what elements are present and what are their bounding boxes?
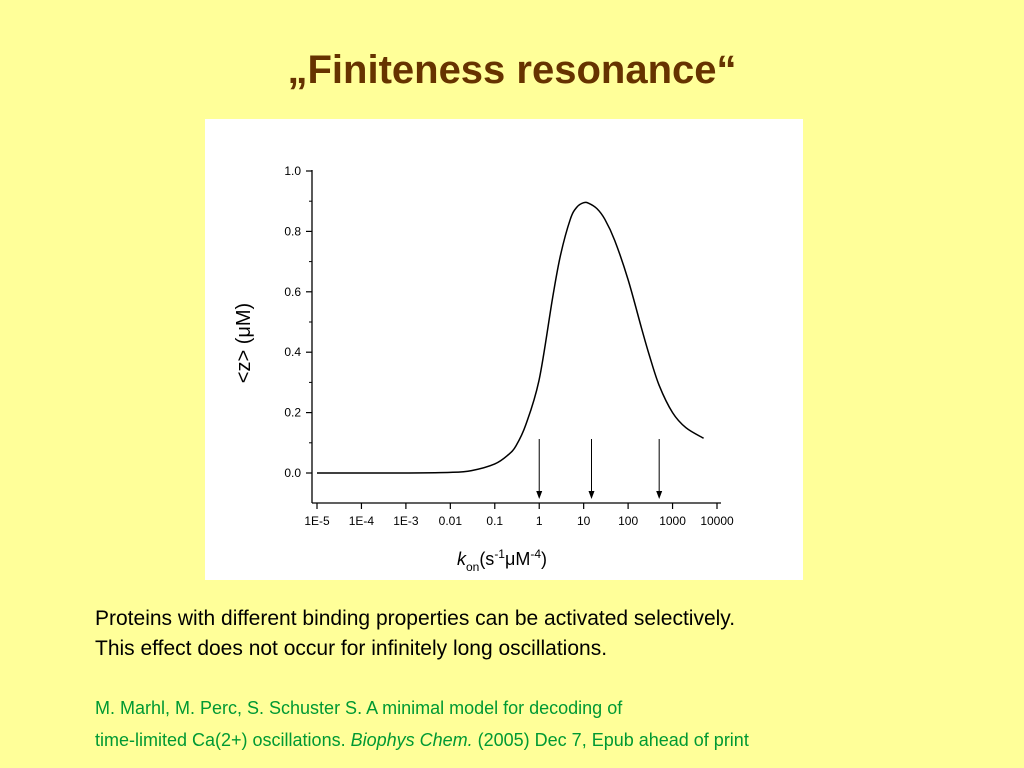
y-tick-label: 0.6 <box>284 285 301 299</box>
body-text: Proteins with different binding properti… <box>95 604 735 664</box>
x-axis-label: kon(s-1μM-4) <box>457 547 547 574</box>
y-axis-label: <z> (μM) <box>233 303 255 383</box>
x-label-sup1: -1 <box>494 547 505 561</box>
body-line-1: Proteins with different binding properti… <box>95 607 736 630</box>
x-tick-label: 1E-4 <box>349 514 375 528</box>
x-tick-label: 1000 <box>659 514 686 528</box>
x-tick-label: 0.01 <box>439 514 463 528</box>
x-label-open: (s <box>479 549 494 569</box>
line-chart: 0.00.20.40.60.81.0 1E-5 1E-4 1E-3 0.01 0.1 1 1… <box>233 164 734 574</box>
x-label-sup2: -4 <box>530 547 541 561</box>
x-tick-label: 0.1 <box>486 514 503 528</box>
x-tick-label: 10000 <box>700 514 734 528</box>
x-label-close: ) <box>541 549 547 569</box>
citation-text: time-limited Ca(2+) oscillations. <box>95 730 351 750</box>
citation-line-2: time-limited Ca(2+) oscillations. Biophy… <box>95 724 749 756</box>
x-tick-label: 1E-5 <box>304 514 330 528</box>
series-line <box>316 201 705 474</box>
y-ticks: 0.0 0.2 0.4 0.6 0.8 1.0 <box>284 164 312 480</box>
citation-line-1: M. Marhl, M. Perc, S. Schuster S. A mini… <box>95 698 623 718</box>
x-label-sub: on <box>466 560 479 574</box>
y-tick-label: 0.4 <box>284 345 301 359</box>
chart-panel: 0.0 0.2 0.4 0.6 0.8 1.0 1E-5 1E-4 1E-3 0.01 0.1 1 1… <box>205 119 803 580</box>
body-line-2: This effect does not occur for infinitel… <box>95 637 608 660</box>
y-tick-label: 1.0 <box>284 164 301 178</box>
citation-details: (2005) Dec 7, Epub ahead of print <box>472 730 749 750</box>
x-label-mu: μM <box>505 549 530 569</box>
y-tick-label: 0.0 <box>284 466 301 480</box>
x-tick-label: 10 <box>577 514 591 528</box>
arrow-head <box>536 491 543 499</box>
y-tick-label: 0.8 <box>284 224 301 238</box>
arrows <box>536 439 663 499</box>
x-ticks: 1E-5 1E-4 1E-3 0.01 0.1 1 10 100 1000 10000 <box>304 503 734 528</box>
citation-journal: Biophys Chem. <box>350 730 473 750</box>
x-tick-label: 1E-3 <box>393 514 419 528</box>
citation: M. Marhl, M. Perc, S. Schuster S. A mini… <box>95 692 749 756</box>
x-tick-label: 100 <box>618 514 638 528</box>
arrow-head <box>588 491 595 499</box>
arrow-head <box>656 491 663 499</box>
slide-title: „Finiteness resonance“ <box>287 48 737 92</box>
x-label-k: k <box>457 549 467 569</box>
x-tick-label: 1 <box>536 514 543 528</box>
y-tick-label: 0.2 <box>284 406 301 420</box>
